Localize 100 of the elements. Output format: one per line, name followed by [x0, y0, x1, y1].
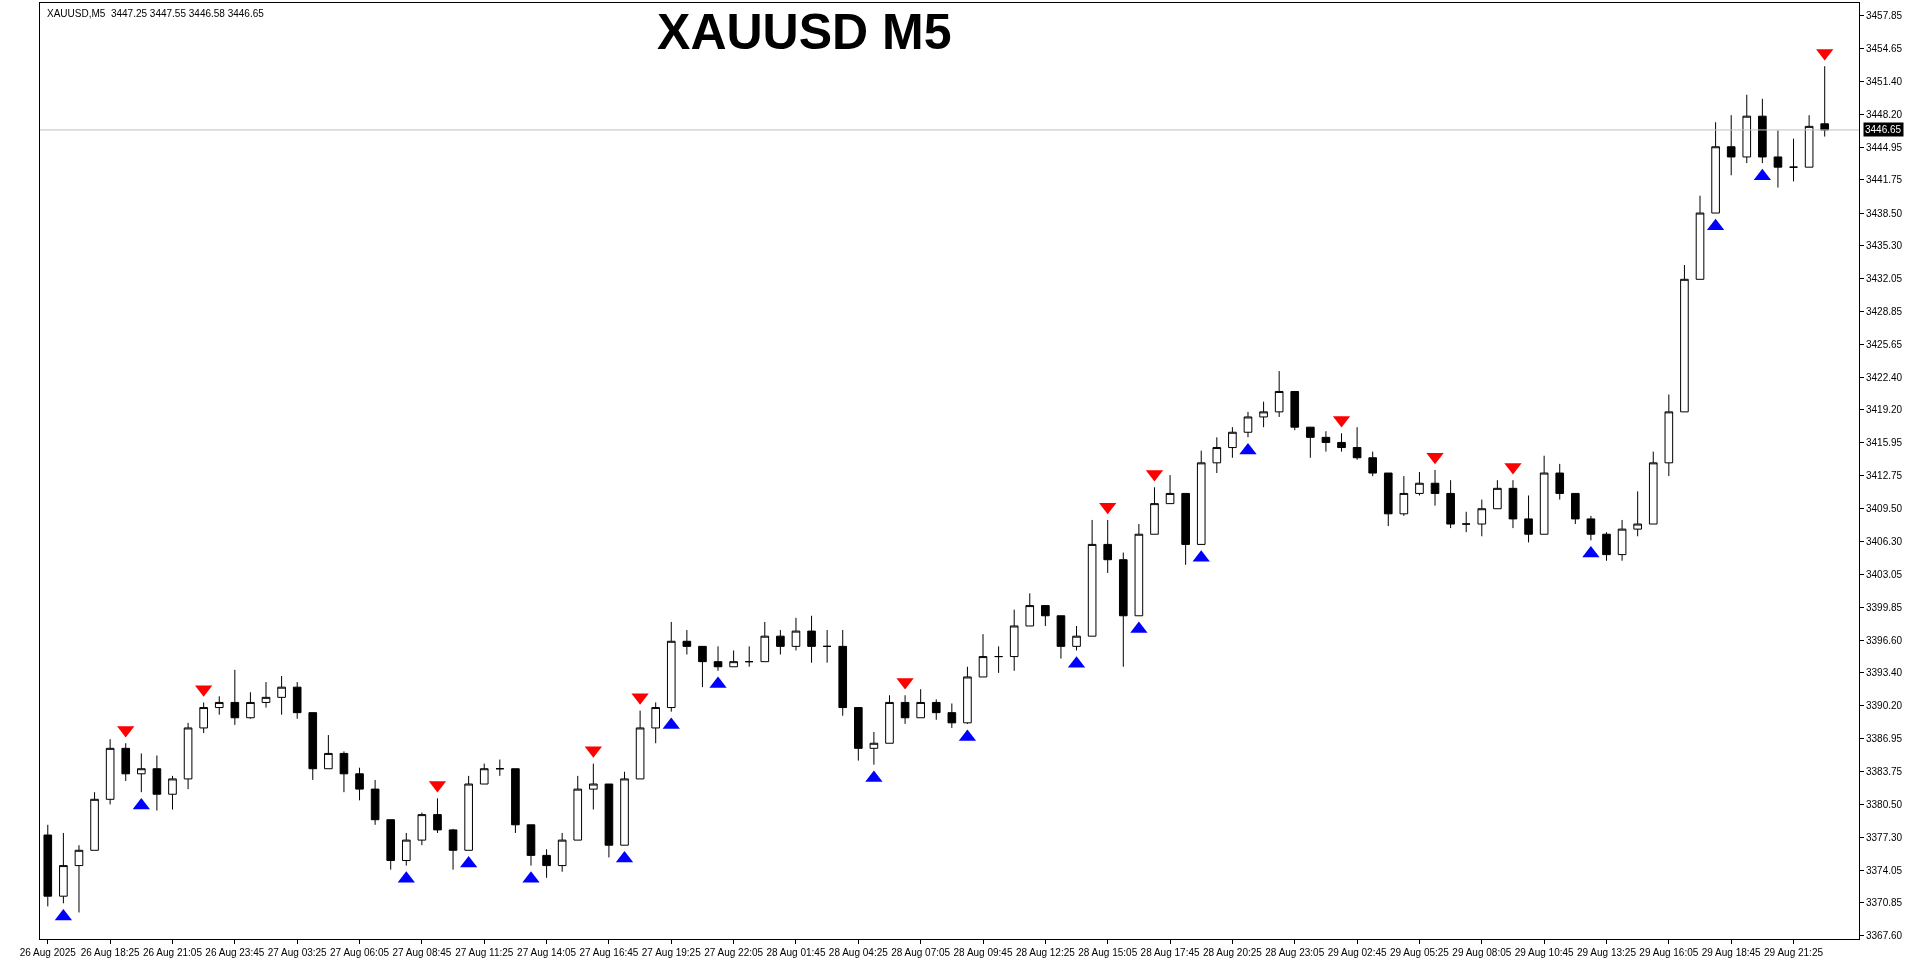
x-tick-label: 29 Aug 05:25: [1389, 947, 1450, 958]
candlestick: [277, 675, 286, 716]
y-tick-label: 3454.65: [1866, 42, 1903, 54]
candlestick: [916, 688, 925, 719]
candlestick: [1103, 519, 1113, 574]
candlestick: [744, 645, 754, 668]
candlestick: [963, 666, 972, 725]
candlestick: [1009, 609, 1019, 672]
candlestick: [978, 633, 988, 678]
candlestick: [1539, 455, 1549, 535]
y-tick-label: 3444.95: [1866, 141, 1903, 153]
y-tick-label: 3406.30: [1866, 535, 1903, 547]
candlestick: [355, 767, 364, 801]
candlestick: [199, 701, 208, 734]
candlestick: [1415, 471, 1424, 496]
x-tick-label: 28 Aug 20:25: [1202, 947, 1263, 958]
candlestick: [386, 819, 396, 871]
y-tick-label: 3432.05: [1866, 273, 1903, 285]
candlestick: [1633, 490, 1642, 537]
candlestick: [666, 621, 676, 713]
x-tick-label: 28 Aug 12:25: [1015, 947, 1076, 958]
x-tick-label: 29 Aug 10:45: [1514, 947, 1575, 958]
candlestick: [292, 681, 302, 720]
y-tick-label: 3367.60: [1866, 930, 1903, 942]
candlestick: [261, 681, 271, 709]
candlestick: [1056, 615, 1066, 660]
candlestick: [1446, 479, 1455, 529]
candlestick: [635, 710, 645, 780]
candlestick: [1321, 430, 1331, 453]
candlestick: [1072, 625, 1081, 651]
candlestick: [152, 754, 162, 812]
candlestick: [776, 629, 785, 656]
candlestick: [1134, 523, 1144, 617]
candlestick: [604, 783, 614, 858]
x-tick-label: 29 Aug 18:45: [1701, 947, 1762, 958]
candlestick: [1337, 432, 1346, 453]
candlestick: [947, 702, 957, 729]
candlestick: [1087, 519, 1097, 637]
y-tick-label: 3374.05: [1866, 864, 1903, 876]
candlestick: [1243, 411, 1253, 438]
x-tick-label: 29 Aug 02:45: [1327, 947, 1388, 958]
candlestick: [1165, 474, 1175, 505]
candlestick: [1758, 98, 1767, 164]
candlestick: [1586, 515, 1596, 541]
candlestick: [1461, 511, 1471, 533]
candlestick: [885, 694, 894, 744]
candlestick: [900, 694, 910, 725]
candlestick: [1150, 486, 1159, 535]
x-tick-label: 27 Aug 16:45: [579, 947, 639, 958]
candlestick: [1695, 195, 1705, 280]
candlestick: [698, 645, 707, 688]
candlestick: [1383, 472, 1393, 527]
candlestick: [1804, 114, 1814, 168]
x-tick-label: 28 Aug 09:45: [953, 947, 1013, 958]
y-tick-label: 3377.30: [1866, 831, 1903, 843]
y-tick-label: 3380.50: [1866, 798, 1903, 810]
candlestick: [370, 779, 380, 826]
candlestick: [713, 645, 723, 672]
x-tick-label: 28 Aug 23:05: [1265, 947, 1325, 958]
y-tick-label: 3386.95: [1866, 733, 1903, 745]
candlestick: [511, 768, 520, 834]
y-tick-label: 3370.85: [1866, 897, 1903, 909]
x-tick-label: 29 Aug 13:25: [1577, 947, 1637, 958]
candlestick: [1228, 426, 1237, 459]
candlestick: [760, 621, 770, 663]
candlestick: [1742, 94, 1752, 164]
x-tick-label: 27 Aug 06:05: [330, 947, 390, 958]
candlestick: [214, 695, 224, 716]
candlestick: [1680, 264, 1689, 413]
candlestick: [807, 615, 816, 664]
y-tick-label: 3435.30: [1866, 240, 1903, 252]
y-tick-label: 3409.50: [1866, 503, 1903, 515]
y-tick-label: 3393.40: [1866, 667, 1903, 679]
y-tick-label: 3399.85: [1866, 601, 1903, 613]
candlestick: [433, 797, 442, 834]
candlestick: [1368, 451, 1378, 477]
candlestick: [994, 645, 1003, 674]
candlestick: [121, 742, 131, 782]
candlestick: [1524, 494, 1533, 543]
candlestick: [495, 759, 505, 777]
point: [1099, 502, 1117, 515]
candlestick: [1196, 450, 1206, 545]
candlestick: [417, 812, 427, 846]
y-tick-label: 3428.85: [1866, 305, 1903, 317]
candlestick: [651, 701, 660, 744]
candlestick: [246, 691, 255, 720]
candlestick: [448, 828, 458, 871]
x-tick-label: 27 Aug 03:25: [267, 947, 328, 958]
x-tick-label: 28 Aug 04:25: [828, 947, 889, 958]
ref-line-label: 3446.65: [1865, 124, 1902, 135]
candlestick: [542, 848, 551, 879]
candlestick: [1664, 394, 1674, 477]
candlestick: [1118, 552, 1128, 668]
candlestick: [1555, 463, 1565, 501]
y-tick-label: 3425.65: [1866, 338, 1903, 350]
candlestick: [1274, 370, 1284, 418]
chart-title: XAUUSD M5: [657, 4, 952, 61]
candlestick: [308, 712, 318, 781]
candlestick: [573, 775, 583, 841]
candlestick: [59, 832, 68, 904]
